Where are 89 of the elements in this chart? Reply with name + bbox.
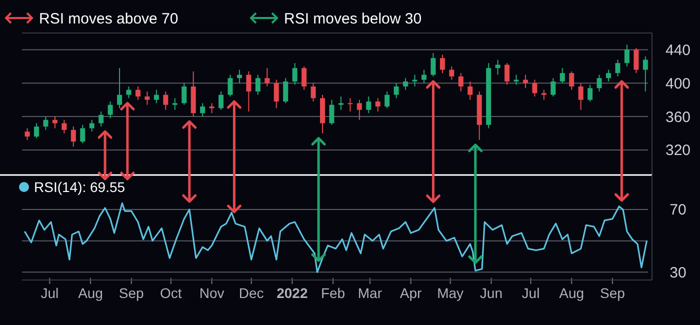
candlestick [135,86,140,100]
candlestick [449,66,454,80]
y-tick-label: 360 [665,108,691,126]
candlestick [274,79,279,109]
candlestick [394,82,399,99]
candlestick [421,69,426,84]
candlestick [98,111,104,128]
x-tick-label: Apr [400,285,422,301]
y-tick-label: 440 [665,42,691,59]
candlestick [34,122,39,139]
candlestick [522,74,528,89]
candlestick [255,74,260,96]
candlestick [144,90,150,106]
line-series [24,202,648,273]
candlestick [495,59,500,76]
x-tick-label: Oct [160,285,182,301]
candlestick [458,72,464,92]
candlestick [236,69,242,84]
candlestick [596,74,602,92]
candlestick [569,70,574,90]
candlestick [624,44,630,67]
candlestick [541,89,546,100]
candlestick [560,68,565,84]
x-tick-label: Nov [199,285,224,301]
x-tick-label: Jul [522,285,540,301]
candlestick [154,89,159,104]
x-tick-label: Jul [40,285,59,301]
candlestick [514,74,519,86]
candlestick [43,116,48,130]
candlestick [24,128,30,140]
candlestick [80,124,86,144]
candlestick [412,74,418,87]
candlestick [578,82,584,110]
candlestick [550,78,556,97]
candlestick [172,98,178,110]
candlestick [504,62,510,86]
x-tick-label: Jun [480,285,502,301]
candlestick [302,66,307,90]
candlestick [163,90,168,110]
candlestick [430,52,436,77]
y-tick-label: 320 [665,142,691,160]
candlestick [228,74,233,97]
x-tick-label: Sep [118,285,144,301]
candlestick [62,119,67,134]
candlestick [200,102,206,118]
candlestick [218,90,224,110]
text: RSI moves below 30 [284,10,422,28]
candlestick [384,90,390,109]
candlestick [52,116,58,129]
candlestick [642,56,648,92]
x-tick-label: Feb [320,285,346,301]
x-tick-label: Mar [358,285,382,301]
candlestick [634,48,639,74]
text: RSI moves above 70 [39,10,178,28]
candlestick [375,98,380,112]
candlestick [356,99,362,120]
candlestick [468,80,473,100]
y-tick-label: 70 [670,202,686,219]
candlestick [329,99,334,126]
candlestick [588,84,593,102]
y-tick-label: 30 [670,264,686,282]
x-tick-label: Dec [238,285,264,301]
candlestick [403,78,408,90]
candlestick [182,82,187,106]
x-tick-label: Aug [78,285,103,301]
candlestick [348,98,353,112]
y-tick-label: 400 [665,75,691,92]
candlestick [606,69,612,82]
x-tick-label: 2022 [276,285,308,301]
x-tick-label: Sep [600,285,626,301]
candlestick [292,62,298,86]
x-tick-label: May [437,285,464,301]
legend-label: RSI(14): 69.55 [34,178,126,195]
candlestick [440,54,445,74]
candlestick [117,68,122,109]
x-tick-label: Aug [559,285,584,301]
candlestick [338,96,344,110]
candlestick [310,82,316,102]
candlestick [70,126,76,148]
candlestick [89,119,94,132]
candlestick [246,70,252,112]
candlestick [108,100,113,119]
candlestick [366,96,372,114]
candlestick [532,79,538,97]
candlestick [615,59,620,77]
candlestick [283,78,288,104]
candlestick [264,68,270,87]
candlestick [126,86,132,99]
candlestick [209,102,214,114]
